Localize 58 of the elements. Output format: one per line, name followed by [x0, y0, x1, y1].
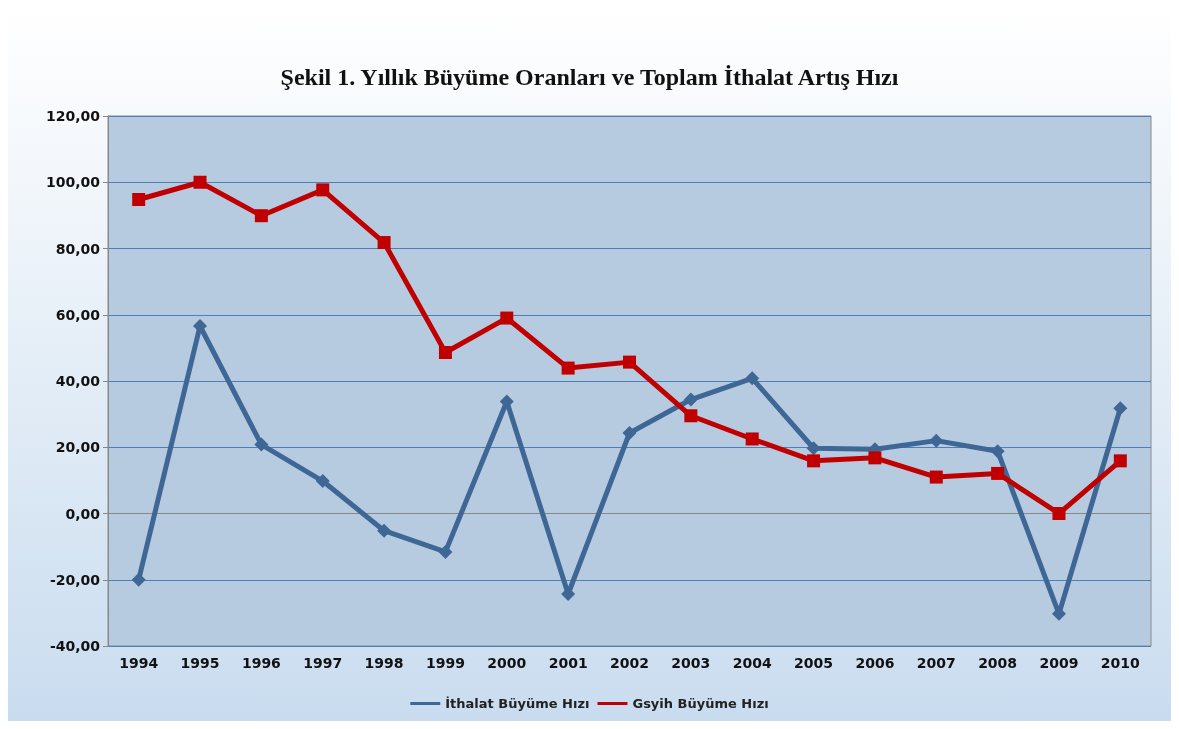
y-tick-label: 20,00	[55, 439, 101, 456]
point	[193, 175, 207, 189]
x-tick-label: 2005	[794, 655, 834, 671]
point	[623, 355, 636, 369]
point	[684, 409, 698, 423]
x-tick-label: 2006	[855, 655, 895, 671]
point	[500, 311, 514, 325]
point	[807, 454, 821, 468]
x-tick-label: 1996	[241, 655, 281, 671]
point	[929, 470, 943, 484]
x-tick-label: 2010	[1100, 655, 1141, 671]
point	[990, 444, 1005, 459]
point	[745, 432, 759, 446]
point	[806, 441, 821, 456]
x-tick-label: 2000	[487, 655, 527, 671]
x-tick-label: 1994	[119, 655, 159, 671]
point	[131, 572, 146, 587]
point	[929, 433, 944, 448]
point	[561, 361, 575, 375]
y-tick-label: 80,00	[55, 240, 101, 257]
point	[991, 466, 1005, 480]
point	[1113, 401, 1128, 416]
chart-title: Şekil 1. Yıllık Büyüme Oranları ve Toplam İthalat Artış Hızı	[280, 64, 899, 90]
point	[316, 183, 330, 197]
x-tick-label: 1995	[180, 655, 220, 671]
legend-label: Gsyih Büyüme Hızı	[632, 696, 769, 711]
point	[622, 426, 637, 441]
x-tick-label: 2007	[916, 655, 956, 671]
point	[1052, 507, 1066, 520]
legend-label: İthalat Büyüme Hızı	[445, 696, 590, 711]
point	[683, 392, 698, 407]
y-tick-label: 120,00	[45, 108, 101, 124]
point	[315, 474, 330, 489]
y-tick-label: 40,00	[55, 373, 101, 389]
y-tick-label: 60,00	[55, 306, 101, 323]
y-tick-label: -40,00	[49, 638, 101, 654]
point	[377, 523, 392, 538]
y-tick-label: 100,00	[45, 174, 101, 191]
y-tick-label: 0,00	[65, 505, 101, 522]
point	[254, 437, 269, 452]
point	[438, 544, 453, 559]
x-tick-label: 2002	[610, 655, 649, 671]
x-tick-label: 2001	[548, 655, 588, 671]
x-tick-label: 2003	[671, 655, 711, 671]
point	[1113, 454, 1127, 468]
y-tick-label: -20,00	[49, 571, 101, 588]
point	[132, 192, 146, 206]
point	[868, 451, 882, 465]
x-tick-label: 1998	[364, 655, 404, 671]
x-tick-label: 1997	[303, 655, 343, 671]
point	[438, 346, 452, 360]
x-tick-label: 2009	[1039, 655, 1079, 671]
point	[377, 236, 391, 250]
point	[745, 371, 760, 386]
point	[254, 209, 268, 223]
x-tick-label: 1999	[425, 655, 465, 671]
x-tick-label: 2008	[978, 655, 1018, 671]
x-tick-label: 2004	[732, 655, 772, 671]
